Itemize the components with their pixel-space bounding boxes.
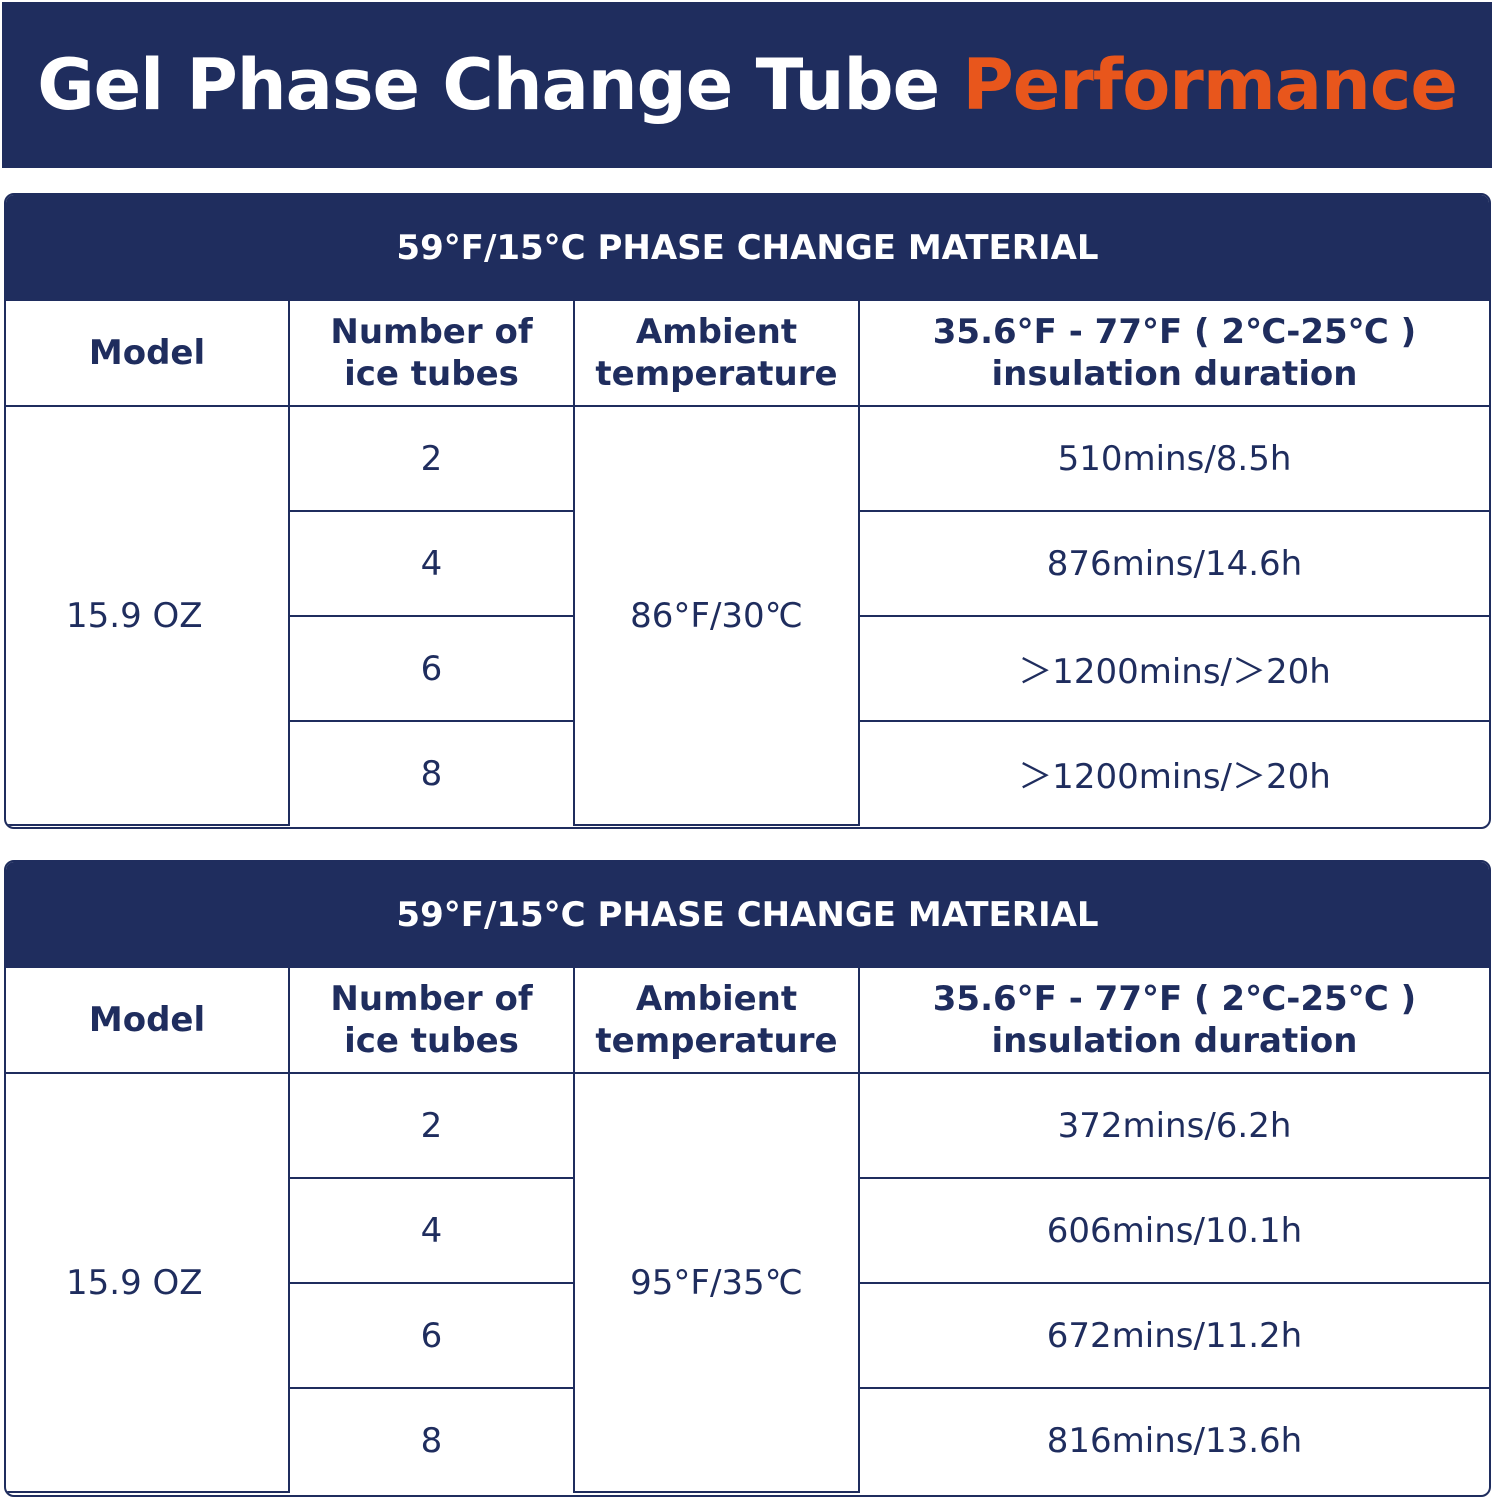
header-ambient: Ambient temperature <box>573 968 860 1074</box>
tubes-cell: 2 <box>288 1072 575 1179</box>
tubes-cell: 4 <box>289 510 575 617</box>
duration-cell: 816mins/13.6h <box>858 1387 1489 1492</box>
duration-cell: ＞1200mins/＞20h <box>858 720 1489 825</box>
header-duration: 35.6°F - 77°F ( 2℃-25℃ ) insulation dura… <box>858 968 1489 1074</box>
header-ambient: Ambient temperature <box>573 301 860 407</box>
data-table: Model Number of ice tubes Ambient temper… <box>6 301 1489 826</box>
table-row: 8 816mins/13.6h <box>6 1387 1489 1492</box>
model-cell: 15.9 OZ <box>6 405 290 826</box>
header-model: Model <box>6 968 290 1074</box>
header-model: Model <box>6 301 290 407</box>
duration-cell: 510mins/8.5h <box>858 405 1489 512</box>
title-banner: Gel Phase Change Tube Performance <box>2 2 1492 168</box>
header-row: Model Number of ice tubes Ambient temper… <box>6 301 1489 407</box>
tubes-cell: 8 <box>289 720 575 825</box>
header-ice-tubes: Number of ice tubes <box>288 968 575 1074</box>
duration-cell: 372mins/6.2h <box>858 1072 1489 1179</box>
header-ice-tubes: Number of ice tubes <box>288 301 575 407</box>
ambient-cell: 95°F/35℃ <box>573 1072 860 1493</box>
tubes-cell: 8 <box>289 1387 575 1492</box>
table-row: 4 606mins/10.1h <box>6 1177 1489 1284</box>
header-row: Model Number of ice tubes Ambient temper… <box>6 968 1489 1074</box>
performance-table-2: 59°F/15°C PHASE CHANGE MATERIAL Model Nu… <box>4 860 1491 1497</box>
table-row: 6 ＞1200mins/＞20h <box>6 615 1489 722</box>
table-heading: 59°F/15°C PHASE CHANGE MATERIAL <box>6 195 1489 301</box>
table-row: 6 672mins/11.2h <box>6 1282 1489 1389</box>
model-cell: 15.9 OZ <box>6 1072 290 1493</box>
duration-cell: 876mins/14.6h <box>858 510 1489 617</box>
ambient-cell: 86°F/30℃ <box>573 405 860 826</box>
page-title: Gel Phase Change Tube Performance <box>37 44 1458 126</box>
duration-cell: 606mins/10.1h <box>858 1177 1489 1284</box>
tubes-cell: 2 <box>288 405 575 512</box>
table-heading: 59°F/15°C PHASE CHANGE MATERIAL <box>6 862 1489 968</box>
table-row: 15.9 OZ 2 86°F/30℃ 510mins/8.5h <box>6 405 1489 826</box>
table-row: 8 ＞1200mins/＞20h <box>6 720 1489 825</box>
data-table: Model Number of ice tubes Ambient temper… <box>6 968 1489 1493</box>
duration-cell: 672mins/11.2h <box>858 1282 1489 1389</box>
performance-table-1: 59°F/15°C PHASE CHANGE MATERIAL Model Nu… <box>4 193 1491 829</box>
tubes-cell: 6 <box>289 615 575 722</box>
duration-cell: ＞1200mins/＞20h <box>858 615 1489 722</box>
tubes-cell: 4 <box>289 1177 575 1284</box>
table-row: 4 876mins/14.6h <box>6 510 1489 617</box>
header-duration: 35.6°F - 77°F ( 2℃-25℃ ) insulation dura… <box>858 301 1489 407</box>
tubes-cell: 6 <box>289 1282 575 1389</box>
table-row: 15.9 OZ 2 95°F/35℃ 372mins/6.2h <box>6 1072 1489 1493</box>
title-accent: Performance <box>962 44 1457 126</box>
title-main: Gel Phase Change Tube <box>37 44 940 126</box>
